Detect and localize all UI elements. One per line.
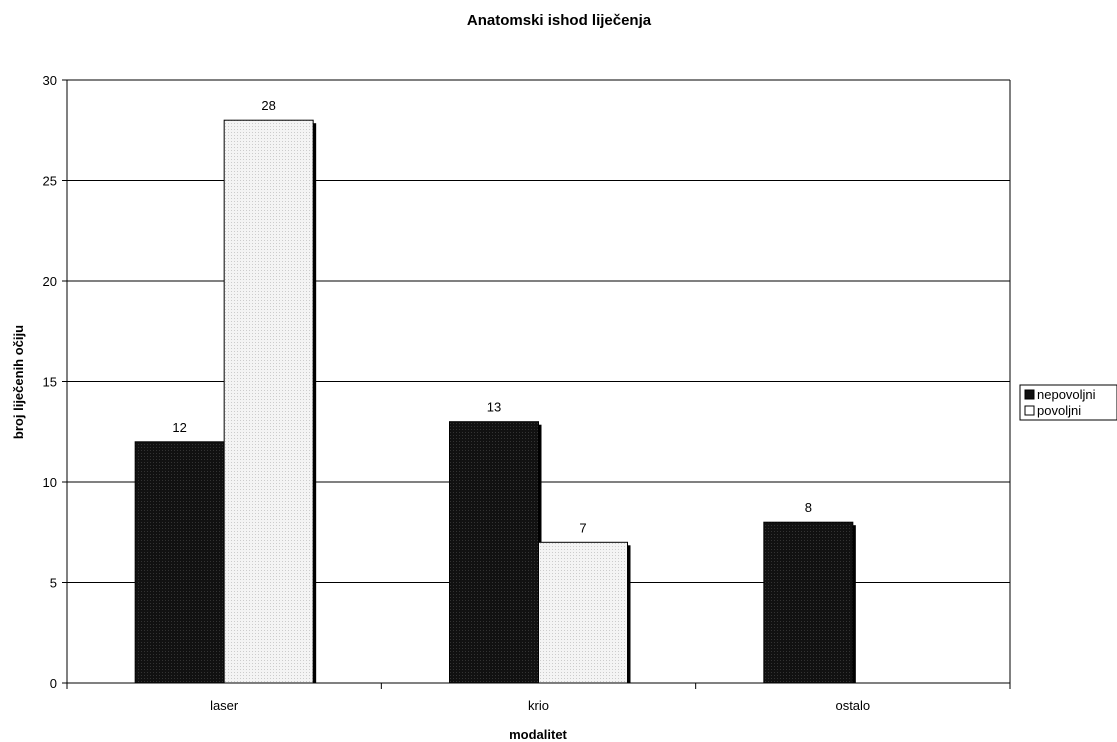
x-axis-title: modalitet — [509, 727, 567, 742]
data-label: 12 — [172, 420, 186, 435]
legend-label-nepovoljni: nepovoljni — [1037, 387, 1096, 402]
legend-swatch-nepovoljni — [1024, 389, 1035, 400]
x-tick-labels: laser krio ostalo — [210, 698, 870, 713]
bar-nepovoljni-krio — [449, 421, 539, 684]
bars — [134, 119, 856, 684]
y-tick-label: 10 — [43, 475, 57, 490]
y-tick-label: 15 — [43, 375, 57, 390]
bar-povoljni-laser — [223, 119, 314, 684]
bar-povoljni-krio — [538, 541, 628, 684]
legend: nepovoljni povoljni — [1019, 384, 1117, 421]
data-labels: 12 28 13 7 8 — [172, 98, 812, 535]
legend-swatch-povoljni — [1024, 405, 1035, 416]
bar-nepovoljni-laser — [134, 441, 225, 684]
data-label: 7 — [579, 520, 586, 535]
y-tick-labels: 0 5 10 15 20 25 30 — [43, 73, 57, 691]
x-tick-label: krio — [528, 698, 549, 713]
x-tick-label: laser — [210, 698, 239, 713]
legend-label-povoljni: povoljni — [1037, 403, 1081, 418]
y-tick-label: 5 — [50, 576, 57, 591]
legend-box — [1019, 384, 1117, 421]
y-tick-label: 20 — [43, 274, 57, 289]
y-tick-label: 0 — [50, 676, 57, 691]
y-axis-title: broj liječenih očiju — [11, 325, 26, 439]
data-label: 13 — [487, 400, 501, 415]
data-label: 8 — [805, 500, 812, 515]
bar-nepovoljni-ostalo — [763, 521, 854, 684]
x-tick-label: ostalo — [835, 698, 870, 713]
data-label: 28 — [261, 98, 275, 113]
axes — [62, 79, 1011, 689]
y-tick-label: 25 — [43, 174, 57, 189]
chart-title: Anatomski ishod liječenja — [467, 12, 652, 29]
y-tick-label: 30 — [43, 73, 57, 88]
